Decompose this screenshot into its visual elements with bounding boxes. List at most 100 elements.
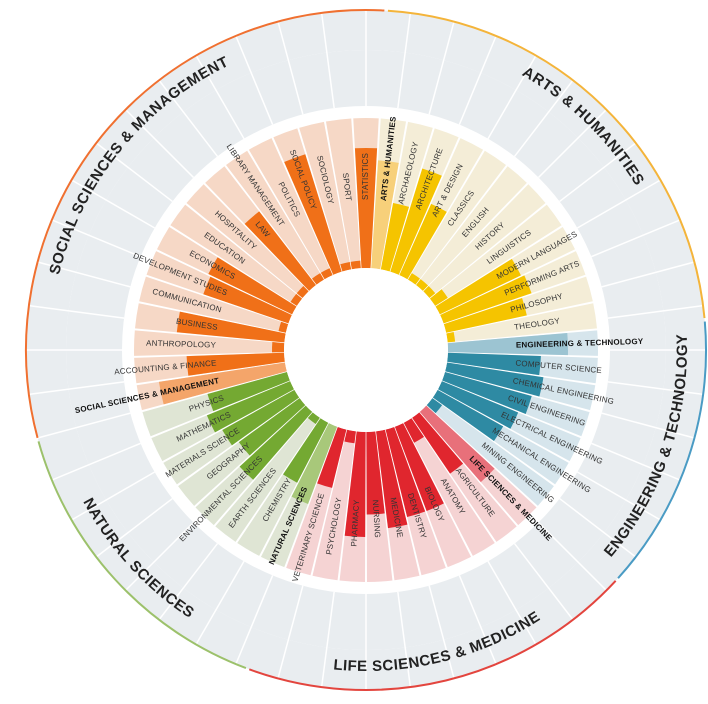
bar-linguistics [429, 289, 448, 306]
bg-bar-anthropology [134, 330, 285, 356]
ring-tick [71, 471, 156, 521]
bar-dentistry [385, 426, 426, 518]
ring-tick [538, 109, 607, 178]
bar-art-and-design [399, 203, 447, 280]
bar-sport [350, 260, 361, 270]
bar-library-management [312, 273, 324, 285]
ring-tick [576, 179, 661, 229]
ring-tick [95, 497, 173, 558]
label-pharmacy: PHARMACY [349, 499, 361, 547]
ring-tick [601, 261, 695, 288]
bar-veterinary-science [317, 426, 347, 488]
bar-philosophy [443, 297, 527, 333]
bg-bar-english [416, 166, 527, 291]
ring-tick [428, 21, 455, 115]
bar-architecture [390, 168, 442, 275]
ring-tick [51, 219, 141, 258]
value-bars [158, 148, 569, 537]
ring-tick [28, 304, 125, 319]
bar-electrical-engineering [437, 381, 519, 429]
ring-tick [235, 575, 274, 665]
group-rim-ns [37, 441, 247, 670]
bar-education [290, 293, 303, 306]
bar-modern-languages [435, 258, 521, 315]
bar-classics [408, 273, 420, 285]
bar-mathematics [206, 381, 295, 433]
bar-mechanical-engineering [432, 389, 504, 441]
bg-bar-linguistics [429, 204, 562, 306]
ring-tick [95, 142, 173, 203]
bar-performing-arts [440, 275, 532, 324]
bg-bar-sociology [299, 121, 352, 272]
ring-tick [158, 79, 219, 157]
bar-earth-sciences [307, 412, 320, 425]
bar-social-sciences-and-management [158, 362, 287, 405]
bg-bar-history [423, 184, 546, 299]
bar-business [176, 311, 286, 343]
center-hub [284, 268, 448, 432]
bg-bar-earth-sciences [215, 412, 320, 542]
bar-theology [446, 331, 456, 343]
ring-tick [513, 79, 574, 157]
ring-tick [28, 381, 125, 396]
bg-bar-politics [248, 138, 333, 280]
ring-tick [458, 35, 497, 125]
bar-life-sciences-and-medicine [419, 405, 495, 483]
bg-bar-theology [446, 303, 597, 343]
bar-communication [278, 321, 289, 333]
ring-tick [607, 304, 704, 319]
ring-tick [37, 412, 131, 439]
bar-politics [320, 268, 333, 280]
bar-anatomy [403, 418, 424, 443]
bar-economics [208, 257, 297, 315]
bar-materials-science [222, 389, 300, 446]
group-rim-ssm [25, 9, 385, 439]
ring-tick [487, 55, 537, 140]
bar-medicine [376, 429, 408, 529]
bar-nursing [366, 431, 385, 515]
group-rim-et [617, 321, 707, 579]
bar-environmental-sciences [239, 405, 313, 480]
ring-tick [591, 442, 681, 481]
ring-tick [397, 591, 412, 688]
bar-physics [207, 371, 290, 412]
bar-engineering-and-technology [447, 332, 569, 356]
outer-ring [25, 9, 707, 691]
bar-civil-engineering [442, 371, 532, 414]
bar-pharmacy [344, 431, 366, 537]
bar-hospitality [296, 286, 309, 299]
ring-tick [538, 522, 607, 591]
bar-chemistry [283, 418, 329, 483]
bar-statistics [354, 148, 378, 269]
bg-bar-anatomy [403, 418, 495, 556]
ring-tick [607, 381, 704, 396]
ring-tick [37, 261, 131, 288]
ring-tick [487, 560, 537, 645]
ring-tick [277, 21, 304, 115]
label-engineering-and-technology: ENGINEERING & TECHNOLOGY [516, 337, 644, 350]
bar-psychology [344, 429, 356, 444]
bg-bar-library-management [226, 150, 324, 285]
ring-tick [71, 179, 156, 229]
bg-bar-psychology [312, 429, 356, 581]
bar-law [244, 211, 316, 291]
label-statistics: STATISTICS [361, 153, 370, 200]
bg-bar-education [170, 204, 303, 306]
ring-tick [397, 12, 412, 109]
bar-agriculture [412, 412, 464, 474]
ring-tick [195, 560, 245, 645]
ring-tick [428, 585, 455, 679]
bar-chemical-engineering [445, 362, 544, 397]
ring-tick [235, 35, 274, 125]
bar-arts-and-humanities [371, 160, 399, 270]
bar-history [423, 286, 436, 299]
ring-tick [513, 543, 574, 621]
ring-tick [51, 442, 141, 481]
ring-tick [125, 522, 194, 591]
label-anthropology: ANTHROPOLOGY [146, 339, 217, 350]
bar-natural-sciences [291, 423, 338, 504]
bg-bar-mining-engineering [426, 398, 554, 506]
bar-development-studies [203, 276, 292, 324]
bar-english [416, 279, 429, 291]
bar-computer-science [447, 352, 541, 376]
